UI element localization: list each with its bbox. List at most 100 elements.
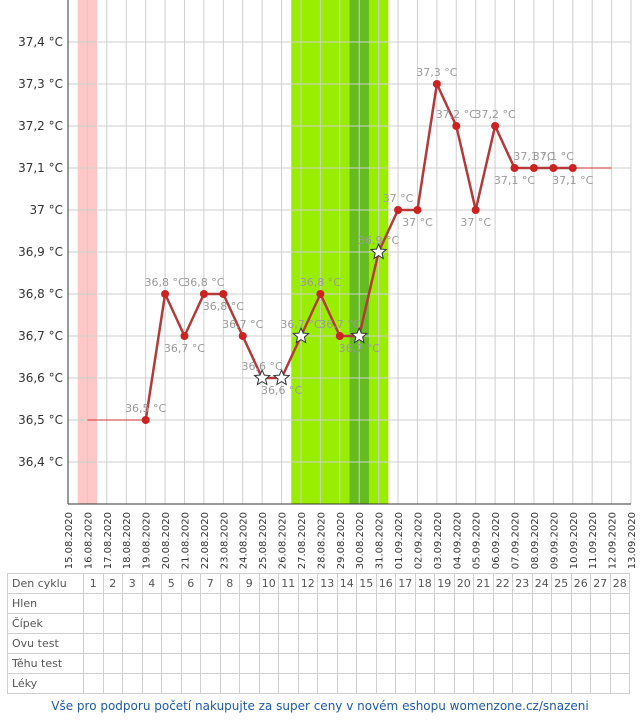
table-cell[interactable] [83,593,104,614]
table-cell[interactable] [375,653,396,674]
table-cell[interactable] [609,593,630,614]
table-cell[interactable] [531,593,552,614]
table-cell[interactable] [122,633,143,654]
table-cell[interactable] [590,613,611,634]
table-cell[interactable] [512,633,533,654]
table-cell[interactable] [609,673,630,694]
table-cell[interactable] [102,593,123,614]
table-cell[interactable] [453,633,474,654]
table-cell[interactable] [336,613,357,634]
table-cell[interactable] [102,633,123,654]
table-cell[interactable] [434,653,455,674]
table-cell[interactable] [375,673,396,694]
table-cell[interactable] [83,673,104,694]
table-cell[interactable] [512,653,533,674]
table-cell[interactable] [161,593,182,614]
table-cell[interactable] [258,613,279,634]
table-cell[interactable] [122,673,143,694]
table-cell[interactable] [492,673,513,694]
table-cell[interactable] [336,653,357,674]
table-cell[interactable] [336,593,357,614]
table-cell[interactable] [434,673,455,694]
table-cell[interactable] [473,593,494,614]
table-cell[interactable] [297,613,318,634]
table-cell[interactable] [609,613,630,634]
table-cell[interactable] [317,593,338,614]
table-cell[interactable] [278,593,299,614]
table-cell[interactable] [414,673,435,694]
table-cell[interactable] [356,613,377,634]
table-cell[interactable] [473,613,494,634]
table-cell[interactable] [375,593,396,614]
table-cell[interactable] [102,653,123,674]
table-cell[interactable] [317,673,338,694]
table-cell[interactable] [551,613,572,634]
table-cell[interactable] [317,633,338,654]
table-cell[interactable] [83,613,104,634]
table-cell[interactable] [258,653,279,674]
table-cell[interactable] [102,673,123,694]
table-cell[interactable] [531,613,552,634]
table-cell[interactable] [395,673,416,694]
table-cell[interactable] [473,673,494,694]
table-cell[interactable] [317,653,338,674]
table-cell[interactable] [258,593,279,614]
table-cell[interactable] [317,613,338,634]
table-cell[interactable] [122,593,143,614]
table-cell[interactable] [473,633,494,654]
table-cell[interactable] [102,613,123,634]
table-cell[interactable] [414,633,435,654]
table-cell[interactable] [200,593,221,614]
table-cell[interactable] [395,653,416,674]
table-cell[interactable] [356,653,377,674]
table-cell[interactable] [180,593,201,614]
table-cell[interactable] [141,653,162,674]
table-cell[interactable] [570,613,591,634]
table-cell[interactable] [492,633,513,654]
table-cell[interactable] [336,673,357,694]
table-cell[interactable] [395,633,416,654]
table-cell[interactable] [395,613,416,634]
table-cell[interactable] [453,653,474,674]
table-cell[interactable] [219,653,240,674]
table-cell[interactable] [414,653,435,674]
table-cell[interactable] [375,633,396,654]
table-cell[interactable] [180,673,201,694]
table-cell[interactable] [590,653,611,674]
table-cell[interactable] [414,593,435,614]
table-cell[interactable] [609,633,630,654]
footer-promo-link[interactable]: Vše pro podporu početí nakupujte za supe… [51,699,589,713]
table-cell[interactable] [239,613,260,634]
table-cell[interactable] [570,673,591,694]
table-cell[interactable] [531,653,552,674]
table-cell[interactable] [297,633,318,654]
table-cell[interactable] [434,593,455,614]
table-cell[interactable] [219,673,240,694]
table-cell[interactable] [453,593,474,614]
table-cell[interactable] [219,613,240,634]
table-cell[interactable] [492,613,513,634]
table-cell[interactable] [297,653,318,674]
table-cell[interactable] [590,633,611,654]
table-cell[interactable] [551,653,572,674]
table-cell[interactable] [434,613,455,634]
table-cell[interactable] [122,613,143,634]
table-cell[interactable] [297,593,318,614]
table-cell[interactable] [258,673,279,694]
table-cell[interactable] [473,653,494,674]
table-cell[interactable] [356,633,377,654]
table-cell[interactable] [453,673,474,694]
table-cell[interactable] [219,593,240,614]
table-cell[interactable] [200,653,221,674]
table-cell[interactable] [141,673,162,694]
table-cell[interactable] [551,633,572,654]
table-cell[interactable] [356,593,377,614]
table-cell[interactable] [180,653,201,674]
table-cell[interactable] [161,673,182,694]
table-cell[interactable] [609,653,630,674]
table-cell[interactable] [239,653,260,674]
table-cell[interactable] [414,613,435,634]
table-cell[interactable] [336,633,357,654]
table-cell[interactable] [356,673,377,694]
table-cell[interactable] [434,633,455,654]
